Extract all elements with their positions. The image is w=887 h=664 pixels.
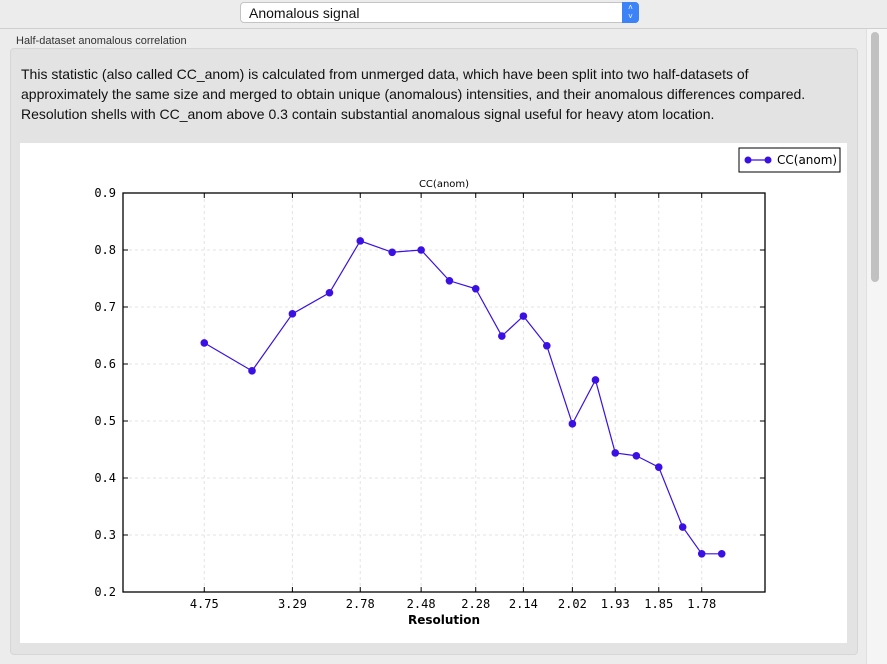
group-panel: This statistic (also called CC_anom) is … bbox=[10, 48, 858, 655]
data-point bbox=[654, 463, 663, 471]
graph-selector-dropdown[interactable]: Anomalous signal ˄ ˅ bbox=[240, 2, 639, 23]
graph-selector-value: Anomalous signal bbox=[249, 5, 360, 21]
data-point bbox=[248, 367, 256, 375]
y-tick-label: 0.9 bbox=[94, 186, 116, 200]
x-tick-label: 2.28 bbox=[461, 597, 490, 611]
x-tick-label: 1.85 bbox=[644, 597, 673, 611]
y-tick-label: 0.3 bbox=[94, 528, 116, 542]
x-tick-label: 4.75 bbox=[190, 597, 219, 611]
x-tick-label: 2.78 bbox=[346, 597, 375, 611]
data-point bbox=[471, 284, 480, 293]
chart-title: CC(anom) bbox=[419, 179, 469, 190]
y-tick-label: 0.6 bbox=[94, 357, 116, 371]
x-tick-label: 3.29 bbox=[278, 597, 307, 611]
plot-frame bbox=[122, 192, 766, 593]
data-point bbox=[288, 310, 297, 318]
y-tick-label: 0.2 bbox=[94, 585, 116, 599]
data-point bbox=[498, 332, 506, 340]
data-point bbox=[356, 237, 365, 245]
data-point bbox=[632, 451, 641, 460]
vertical-scrollbar[interactable] bbox=[866, 29, 887, 664]
data-point bbox=[591, 376, 600, 384]
x-tick-label: 2.02 bbox=[558, 597, 587, 611]
top-bar: Anomalous signal ˄ ˅ bbox=[0, 0, 887, 29]
y-tick-label: 0.4 bbox=[94, 471, 116, 485]
data-point bbox=[717, 550, 726, 558]
data-point bbox=[697, 550, 706, 558]
x-tick-label: 2.14 bbox=[509, 597, 538, 611]
data-point bbox=[611, 449, 620, 457]
data-point bbox=[543, 341, 551, 350]
x-axis-label: Resolution bbox=[408, 613, 480, 627]
data-point bbox=[445, 276, 454, 285]
data-point bbox=[568, 420, 577, 428]
up-down-chevron-icon[interactable]: ˄ ˅ bbox=[622, 2, 639, 23]
data-point bbox=[678, 523, 687, 531]
y-tick-label: 0.8 bbox=[94, 243, 116, 257]
series-line bbox=[203, 240, 722, 555]
legend-marker bbox=[744, 156, 752, 164]
y-tick-label: 0.7 bbox=[94, 300, 116, 314]
y-tick-label: 0.5 bbox=[94, 414, 116, 428]
data-point bbox=[417, 246, 425, 254]
cc-anom-chart: 0.2 0.3 0.4 0.5 0.6 0.7 0.8 0.9 4.75 3.29 2.78 2.48… bbox=[94, 147, 841, 627]
x-tick-label: 1.78 bbox=[687, 597, 716, 611]
legend-label: CC(anom) bbox=[777, 153, 837, 167]
description-text: This statistic (also called CC_anom) is … bbox=[21, 66, 806, 122]
group-label: Half-dataset anomalous correlation bbox=[16, 35, 187, 47]
scrollbar-thumb[interactable] bbox=[871, 32, 879, 282]
x-tick-label: 2.48 bbox=[407, 597, 436, 611]
x-tick-label: 1.93 bbox=[601, 597, 630, 611]
legend-marker bbox=[764, 156, 772, 164]
chart-area: 0.2 0.3 0.4 0.5 0.6 0.7 0.8 0.9 4.75 3.29 2.78 2.48… bbox=[20, 143, 847, 643]
data-point bbox=[325, 288, 334, 297]
data-point bbox=[388, 248, 396, 257]
content-area: Half-dataset anomalous correlation This … bbox=[0, 29, 866, 664]
data-point bbox=[200, 339, 209, 347]
data-point bbox=[519, 312, 528, 320]
